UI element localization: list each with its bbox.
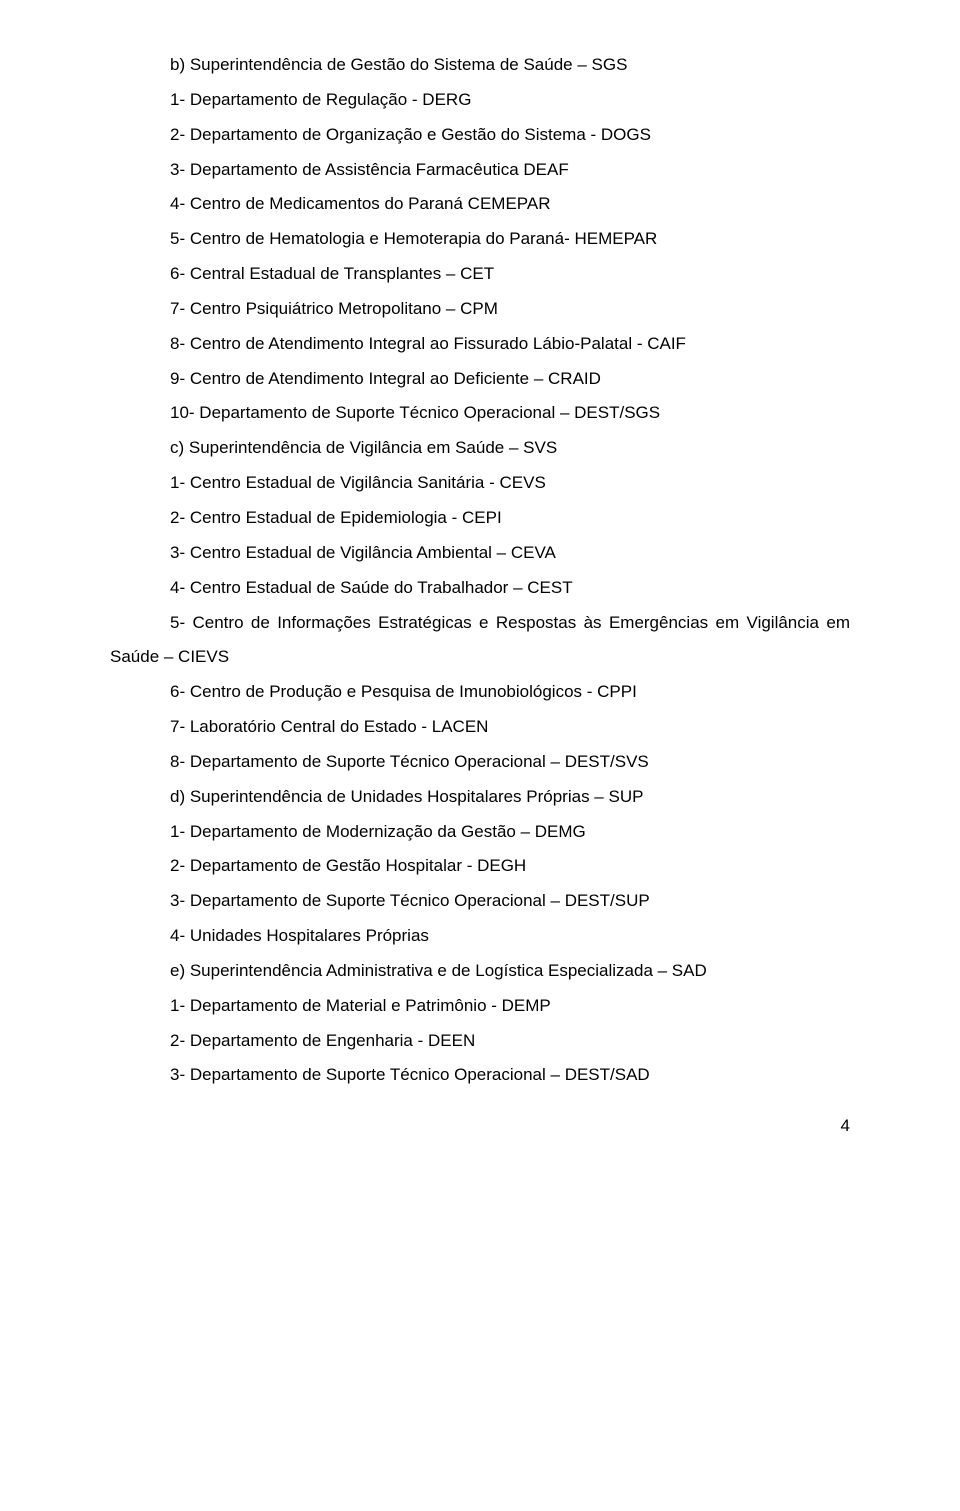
document-line: 9- Centro de Atendimento Integral ao Def… — [110, 362, 850, 397]
document-line: 1- Departamento de Material e Patrimônio… — [110, 989, 850, 1024]
document-line: 5- Centro de Informações Estratégicas e … — [110, 606, 850, 676]
document-body: b) Superintendência de Gestão do Sistema… — [110, 48, 850, 1093]
document-line: 6- Centro de Produção e Pesquisa de Imun… — [110, 675, 850, 710]
document-line: b) Superintendência de Gestão do Sistema… — [110, 48, 850, 83]
document-page: b) Superintendência de Gestão do Sistema… — [0, 0, 960, 1192]
document-line: 3- Departamento de Assistência Farmacêut… — [110, 153, 850, 188]
document-line: 2- Departamento de Gestão Hospitalar - D… — [110, 849, 850, 884]
document-line: c) Superintendência de Vigilância em Saú… — [110, 431, 850, 466]
document-line: 1- Departamento de Modernização da Gestã… — [110, 815, 850, 850]
document-line: 10- Departamento de Suporte Técnico Oper… — [110, 396, 850, 431]
document-line: d) Superintendência de Unidades Hospital… — [110, 780, 850, 815]
document-line: 5- Centro de Hematologia e Hemoterapia d… — [110, 222, 850, 257]
document-line: 6- Central Estadual de Transplantes – CE… — [110, 257, 850, 292]
document-line: 4- Unidades Hospitalares Próprias — [110, 919, 850, 954]
document-line: 3- Departamento de Suporte Técnico Opera… — [110, 1058, 850, 1093]
document-line: 4- Centro de Medicamentos do Paraná CEME… — [110, 187, 850, 222]
document-line: 2- Departamento de Organização e Gestão … — [110, 118, 850, 153]
document-line: 7- Laboratório Central do Estado - LACEN — [110, 710, 850, 745]
document-line: 3- Centro Estadual de Vigilância Ambient… — [110, 536, 850, 571]
document-line: 2- Centro Estadual de Epidemiologia - CE… — [110, 501, 850, 536]
document-line: 3- Departamento de Suporte Técnico Opera… — [110, 884, 850, 919]
document-line: e) Superintendência Administrativa e de … — [110, 954, 850, 989]
document-line: 1- Centro Estadual de Vigilância Sanitár… — [110, 466, 850, 501]
document-line: 8- Centro de Atendimento Integral ao Fis… — [110, 327, 850, 362]
document-line: 1- Departamento de Regulação - DERG — [110, 83, 850, 118]
page-number: 4 — [110, 1109, 850, 1144]
document-line: 8- Departamento de Suporte Técnico Opera… — [110, 745, 850, 780]
document-line: 4- Centro Estadual de Saúde do Trabalhad… — [110, 571, 850, 606]
document-line: 2- Departamento de Engenharia - DEEN — [110, 1024, 850, 1059]
document-line: 7- Centro Psiquiátrico Metropolitano – C… — [110, 292, 850, 327]
